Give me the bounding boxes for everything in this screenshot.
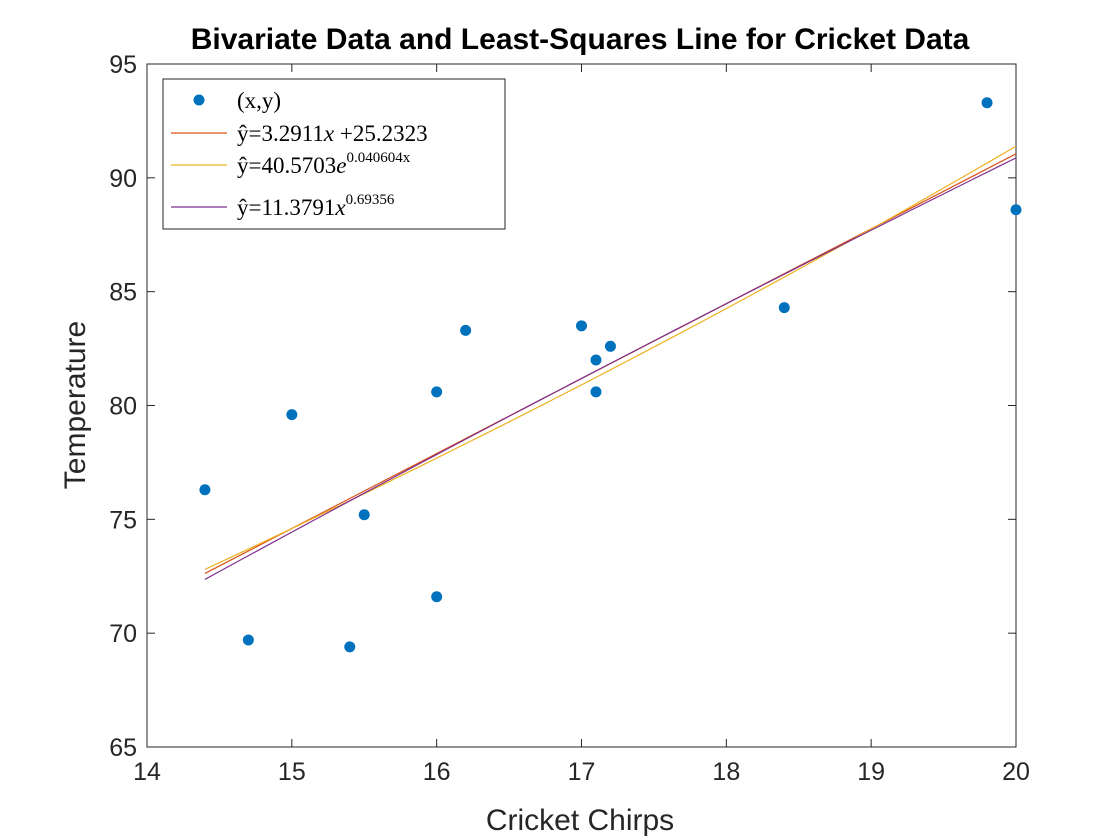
y-tick-label: 80 — [109, 393, 137, 421]
x-axis: 14 15 16 17 18 19 20 — [133, 64, 1030, 786]
fit-line-power — [204, 157, 1017, 580]
y-tick-label: 90 — [109, 165, 137, 193]
data-point — [431, 591, 443, 603]
fit-lines — [204, 145, 1017, 580]
y-tick-label: 85 — [109, 279, 137, 307]
data-point — [199, 484, 211, 496]
y-tick-label: 70 — [109, 620, 137, 648]
data-point — [286, 409, 298, 421]
legend-label-points: (x,y) — [237, 88, 281, 113]
data-point — [242, 634, 254, 646]
x-axis-label: Cricket Chirps — [486, 804, 674, 837]
fit-line-exponential — [204, 145, 1017, 570]
scatter-points — [199, 97, 1022, 653]
data-point — [1010, 204, 1022, 216]
legend-entry-power: ŷ=11.3791x0.69356 — [171, 192, 395, 220]
x-tick-label: 17 — [568, 758, 596, 786]
legend: (x,y) ŷ=3.2911x +25.2323 ŷ=40.5703e0.0406… — [162, 78, 506, 230]
y-tick-label: 65 — [109, 734, 137, 762]
chart-title: Bivariate Data and Least-Squares Line fo… — [191, 23, 970, 56]
legend-label-linear: ŷ=3.2911x +25.2323 — [237, 121, 428, 146]
data-point — [431, 386, 443, 398]
y-tick-label: 95 — [109, 51, 137, 79]
x-tick-label: 15 — [278, 758, 306, 786]
x-tick-label: 16 — [423, 758, 451, 786]
x-tick-label: 18 — [712, 758, 740, 786]
y-axis: 65 70 75 80 85 90 95 — [109, 51, 1016, 762]
legend-entry-exponential: ŷ=40.5703e0.040604x — [171, 150, 411, 178]
legend-box — [162, 78, 506, 230]
legend-entry-linear: ŷ=3.2911x +25.2323 — [171, 121, 428, 146]
data-point — [778, 302, 790, 314]
data-point — [604, 340, 616, 352]
x-tick-label: 20 — [1002, 758, 1030, 786]
y-axis-label: Temperature — [59, 321, 92, 489]
x-tick-label: 19 — [857, 758, 885, 786]
data-point — [358, 509, 370, 521]
legend-label-power: ŷ=11.3791x0.69356 — [237, 192, 395, 220]
data-point — [590, 386, 602, 398]
data-point — [344, 641, 356, 653]
x-tick-label: 14 — [133, 758, 161, 786]
legend-entry-points: (x,y) — [193, 88, 281, 113]
data-point — [590, 354, 602, 366]
y-tick-label: 75 — [109, 506, 137, 534]
data-point — [460, 324, 472, 336]
legend-label-exponential: ŷ=40.5703e0.040604x — [237, 150, 411, 178]
legend-marker-points — [193, 94, 205, 106]
data-point — [981, 97, 993, 109]
data-point — [576, 320, 587, 332]
